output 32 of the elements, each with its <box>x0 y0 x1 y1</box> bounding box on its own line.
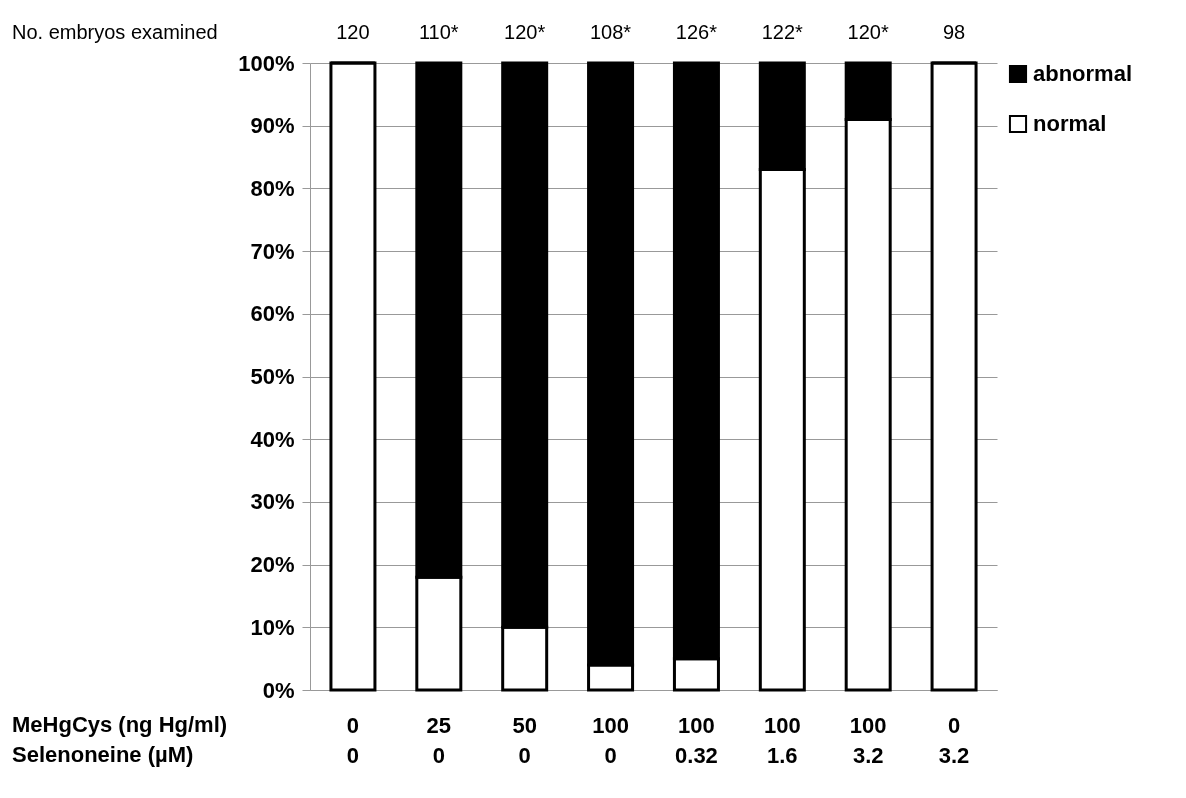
y-tick-label: 50% <box>250 364 295 389</box>
x-tick-label: 0 3.2 <box>938 712 970 768</box>
text: 110* <box>418 21 459 43</box>
text: 108* <box>589 21 632 43</box>
x-tick-label: 50 0 <box>512 712 537 768</box>
x-tick-label: 100 0.32 <box>675 712 718 768</box>
y-tick-label: 20% <box>250 552 295 578</box>
x-tick-label: 0 0 <box>346 712 360 768</box>
y-tick-label: 70% <box>250 238 295 264</box>
text: MeHgCys (ng Hg/ml) <box>12 712 228 737</box>
x-tick-label: 25 0 <box>426 712 452 768</box>
y-tick-label: 0% <box>262 677 295 703</box>
text: 122* <box>761 21 804 43</box>
x-tick-label: 100 0 <box>592 712 629 768</box>
x-tick-label: 100 1.6 <box>763 712 801 768</box>
y-tick-label: 80% <box>250 175 295 201</box>
legend-label: normal <box>1033 111 1107 136</box>
text: 120 <box>336 21 370 43</box>
text: No. embryos examined <box>12 21 218 43</box>
text: 98 <box>942 21 966 43</box>
x-tick-label: 100 3.2 <box>849 712 887 768</box>
text: Selenoneine (µM) <box>12 742 194 767</box>
y-tick-label: 90% <box>250 113 295 139</box>
y-tick-label: 60% <box>250 301 295 327</box>
text: 120* <box>847 21 889 43</box>
text: 126* <box>675 21 718 43</box>
legend-label: abnormal <box>1033 61 1133 86</box>
y-tick-label: 30% <box>250 489 295 515</box>
y-tick-label: 10% <box>250 614 295 640</box>
text: 120* <box>504 21 546 43</box>
y-tick-label: 100% <box>238 50 295 76</box>
y-tick-label: 40% <box>250 426 295 452</box>
